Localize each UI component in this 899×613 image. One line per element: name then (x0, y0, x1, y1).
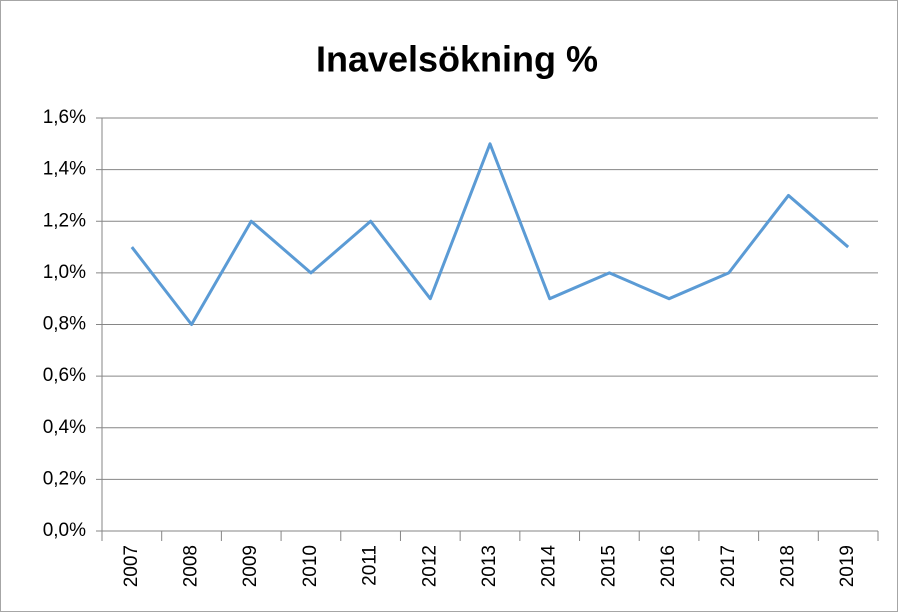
y-tick-label: 0,6% (43, 365, 86, 386)
y-tick-label: 1,2% (43, 210, 86, 231)
x-tick-label: 2015 (598, 545, 619, 587)
y-tick-label: 1,4% (43, 159, 86, 180)
x-tick-label: 2010 (300, 545, 321, 587)
x-tick-label: 2014 (539, 545, 560, 588)
y-tick-label: 0,8% (43, 314, 86, 335)
x-tick-label: 2007 (121, 545, 142, 587)
chart-title: Inavelsökning % (316, 39, 598, 80)
x-tick-label: 2012 (419, 545, 440, 587)
data-line (130, 142, 850, 326)
y-tick-label: 0,4% (43, 417, 86, 438)
y-tick-label: 1,6% (43, 107, 86, 128)
y-tick-label: 0,0% (43, 520, 86, 541)
x-tick-label: 2008 (181, 545, 202, 587)
x-tick-label: 2017 (718, 545, 739, 587)
x-tick-label: 2009 (240, 545, 261, 587)
y-tick-label: 0,2% (43, 468, 86, 489)
x-tick-label: 2016 (658, 545, 679, 587)
x-tick-label: 2011 (360, 545, 381, 586)
x-tick-label: 2019 (837, 545, 858, 587)
y-tick-label: 1,0% (43, 262, 86, 283)
x-tick-label: 2013 (479, 545, 500, 587)
x-tick-label: 2018 (777, 545, 798, 587)
